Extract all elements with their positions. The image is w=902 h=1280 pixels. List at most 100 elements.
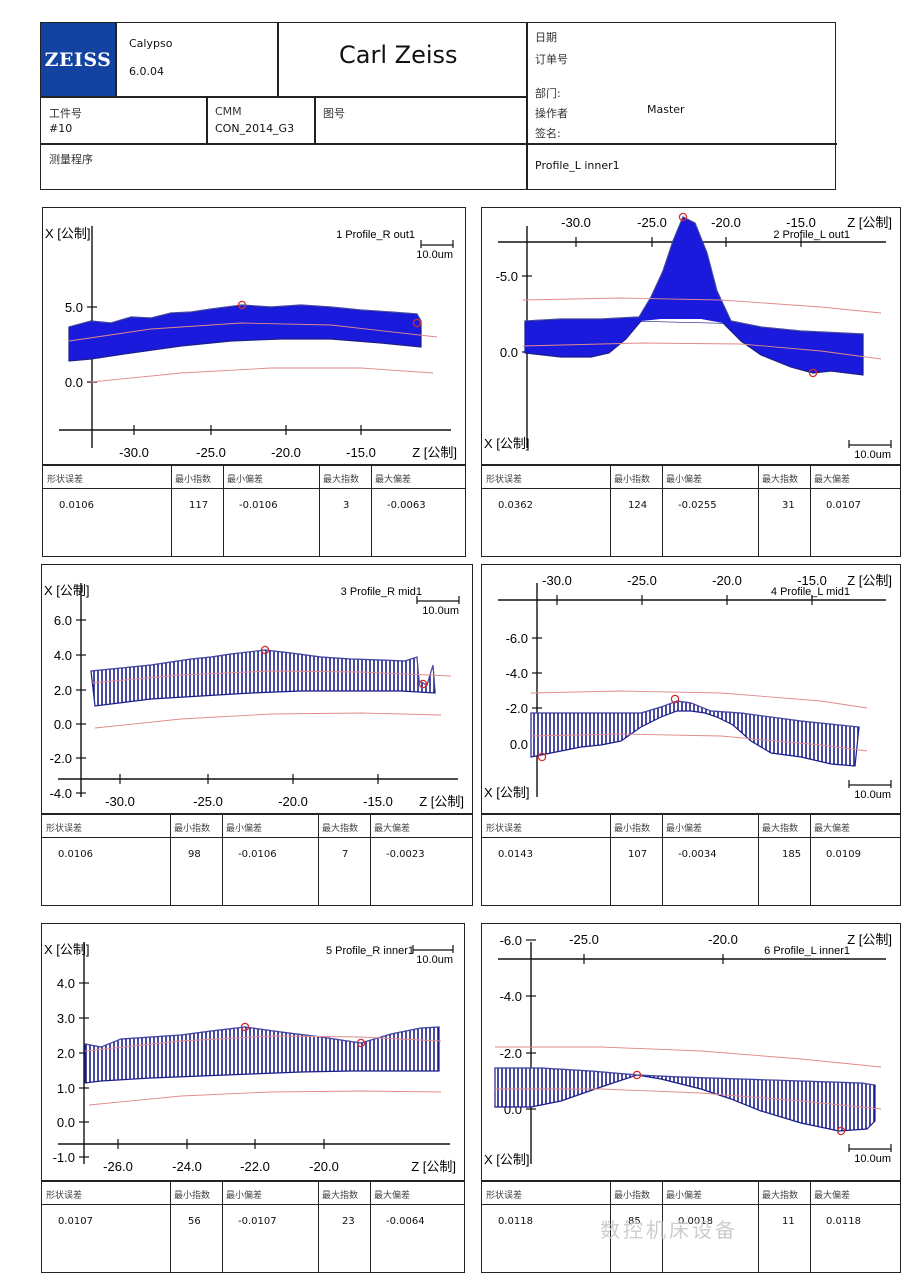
nominal-curve [90, 670, 452, 684]
z-tick-label: -15.0 [786, 215, 816, 230]
nominal-curve [68, 322, 438, 342]
header-max-index: 最大指数 [762, 824, 799, 834]
z-tick-label: -25.0 [627, 573, 657, 588]
software-version: 6.0.04 [129, 65, 164, 78]
value-max-dev: -0.0063 [387, 500, 426, 511]
z-tick-label: -30.0 [542, 573, 572, 588]
z-tick-label: -20.0 [712, 573, 742, 588]
cmm-value: CON_2014_G3 [215, 122, 295, 135]
value-min-index: 117 [189, 500, 209, 511]
extreme-point-marker [356, 1038, 366, 1048]
x-tick-label: -4.0 [50, 786, 72, 801]
header-max-dev: 最大偏差 [814, 824, 851, 834]
x-axis-label: X [公制] [484, 1152, 530, 1167]
value-max-dev: 0.0118 [826, 1216, 861, 1227]
date-label: 日期 [535, 31, 557, 44]
part-no-label: 工件号 [49, 107, 82, 120]
cmm-label: CMM [215, 105, 242, 118]
nominal-curve [84, 1035, 442, 1052]
extreme-point-marker [836, 1126, 846, 1136]
header-max-index: 最大指数 [322, 824, 359, 834]
z-tick-label: -20.0 [708, 932, 738, 947]
extreme-point-marker [260, 645, 270, 655]
value-form-error: 0.0118 [498, 1216, 533, 1227]
value-min-index: 98 [188, 849, 201, 860]
z-axis-label: Z [公制] [411, 1159, 456, 1174]
z-tick-label: -26.0 [103, 1159, 133, 1174]
x-tick-label: 0.0 [510, 737, 528, 752]
header-form-error: 形状误差 [486, 1191, 523, 1201]
drawing-label: 图号 [323, 107, 345, 120]
result-table-6: 形状误差 0.0118 最小指数 85 最小偏差 0.0018 最大指数 11 最大偏差 0.01… [481, 1181, 901, 1273]
header-min-dev: 最小偏差 [226, 824, 263, 834]
z-tick-label: -24.0 [172, 1159, 202, 1174]
header-form-error: 形状误差 [46, 1191, 83, 1201]
z-axis-label: Z [公制] [419, 794, 464, 809]
value-min-dev: -0.0034 [678, 849, 717, 860]
header-min-index: 最小指数 [614, 475, 651, 485]
value-min-dev: -0.0106 [239, 500, 278, 511]
report-header: ZEISS Calypso 6.0.04 Carl Zeiss 日期 订单号 部… [40, 22, 837, 190]
scale-label: 10.0um [854, 1153, 891, 1165]
x-axis-label: X [公制] [484, 436, 530, 451]
profile-panel-3: -30.0 -25.0 -20.0 -15.0 6.0 4.0 2.0 0.0 -2.0 -4.0… [41, 564, 473, 814]
z-tick-label: -25.0 [569, 932, 599, 947]
profile-plot-4: -30.0 -25.0 -20.0 -15.0 -6.0 -4.0 -2.0 0.0 10.0u… [484, 573, 892, 801]
scale-label: 10.0um [422, 605, 459, 617]
header-max-dev: 最大偏差 [814, 1191, 851, 1201]
nominal-curve [88, 1090, 442, 1106]
deviation-profile [494, 1067, 876, 1132]
header-max-index: 最大指数 [323, 475, 360, 485]
profile-panel-5: -26.0 -24.0 -22.0 -20.0 4.0 3.0 2.0 1.0 0.0 -1.0 1… [41, 923, 465, 1181]
value-max-dev: 0.0107 [826, 500, 861, 511]
value-min-dev: 0.0018 [678, 1216, 713, 1227]
header-max-dev: 最大偏差 [814, 475, 851, 485]
z-tick-label: -25.0 [196, 445, 226, 460]
profile-title: 4 Profile_L mid1 [771, 586, 850, 598]
header-min-index: 最小指数 [614, 1191, 651, 1201]
profile-title: 6 Profile_L inner1 [764, 945, 850, 957]
value-min-dev: -0.0255 [678, 500, 717, 511]
z-tick-label: -30.0 [105, 794, 135, 809]
x-tick-label: -1.0 [53, 1150, 75, 1165]
nominal-curve [522, 342, 882, 360]
extreme-point-marker [808, 368, 818, 378]
value-min-index: 85 [628, 1216, 641, 1227]
z-axis-label: Z [公制] [847, 573, 892, 588]
value-form-error: 0.0143 [498, 849, 533, 860]
operator-label: 操作者 [535, 107, 568, 120]
scale-label: 10.0um [416, 249, 453, 261]
header-max-dev: 最大偏差 [374, 824, 411, 834]
z-axis-label: Z [公制] [847, 932, 892, 947]
z-tick-label: -30.0 [119, 445, 149, 460]
nominal-curve [90, 367, 434, 383]
profile-panel-1: -30.0 -25.0 -20.0 -15.0 5.0 0.0 10.0um X [公制] Z … [42, 207, 466, 465]
sign-label: 签名: [535, 127, 561, 140]
z-axis-label: Z [公制] [412, 445, 457, 460]
x-axis-label: X [公制] [45, 226, 91, 241]
header-form-error: 形状误差 [486, 475, 523, 485]
watermark: 数控机床设备 [600, 1218, 738, 1242]
header-form-error: 形状误差 [486, 824, 523, 834]
result-table-4: 形状误差 0.0143 最小指数 107 最小偏差 -0.0034 最大指数 185 最大偏差 0… [481, 814, 901, 906]
z-tick-label: -30.0 [561, 215, 591, 230]
x-tick-label: -6.0 [506, 631, 528, 646]
z-axis-label: Z [公制] [847, 215, 892, 230]
x-tick-label: 2.0 [57, 1046, 75, 1061]
part-no-value: #10 [49, 122, 73, 135]
x-tick-label: 0.0 [57, 1115, 75, 1130]
value-min-index: 107 [628, 849, 648, 860]
profile-title: 3 Profile_R mid1 [341, 586, 422, 598]
value-max-index: 7 [342, 849, 349, 860]
x-tick-label: -2.0 [500, 1046, 522, 1061]
profile-panel-6: -25.0 -20.0 -6.0 -4.0 -2.0 0.0 10.0um X [公制] Z [… [481, 923, 901, 1181]
nominal-curve [495, 1046, 882, 1068]
x-axis-label: X [公制] [44, 583, 90, 598]
x-tick-label: 6.0 [54, 613, 72, 628]
header-max-index: 最大指数 [322, 1191, 359, 1201]
x-tick-label: -2.0 [506, 701, 528, 716]
extreme-point-marker [418, 679, 428, 689]
value-min-dev: -0.0106 [238, 849, 277, 860]
z-tick-label: -15.0 [797, 573, 827, 588]
